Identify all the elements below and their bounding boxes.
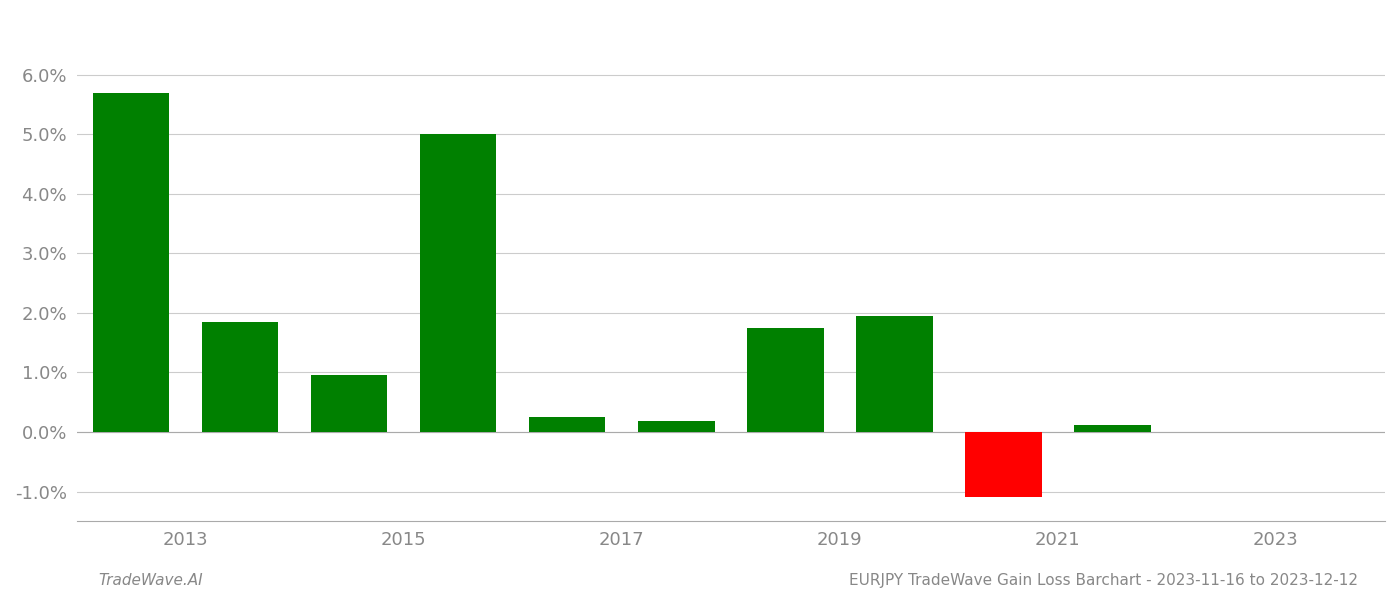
Text: TradeWave.AI: TradeWave.AI	[98, 573, 203, 588]
Bar	[529, 417, 605, 432]
Bar	[857, 316, 932, 432]
Bar	[748, 328, 823, 432]
Bar	[420, 134, 497, 432]
Bar	[202, 322, 279, 432]
Bar	[1074, 425, 1151, 432]
Text: EURJPY TradeWave Gain Loss Barchart - 2023-11-16 to 2023-12-12: EURJPY TradeWave Gain Loss Barchart - 20…	[848, 573, 1358, 588]
Bar	[638, 421, 714, 432]
Bar	[965, 432, 1042, 497]
Bar	[92, 92, 169, 432]
Bar	[311, 376, 388, 432]
